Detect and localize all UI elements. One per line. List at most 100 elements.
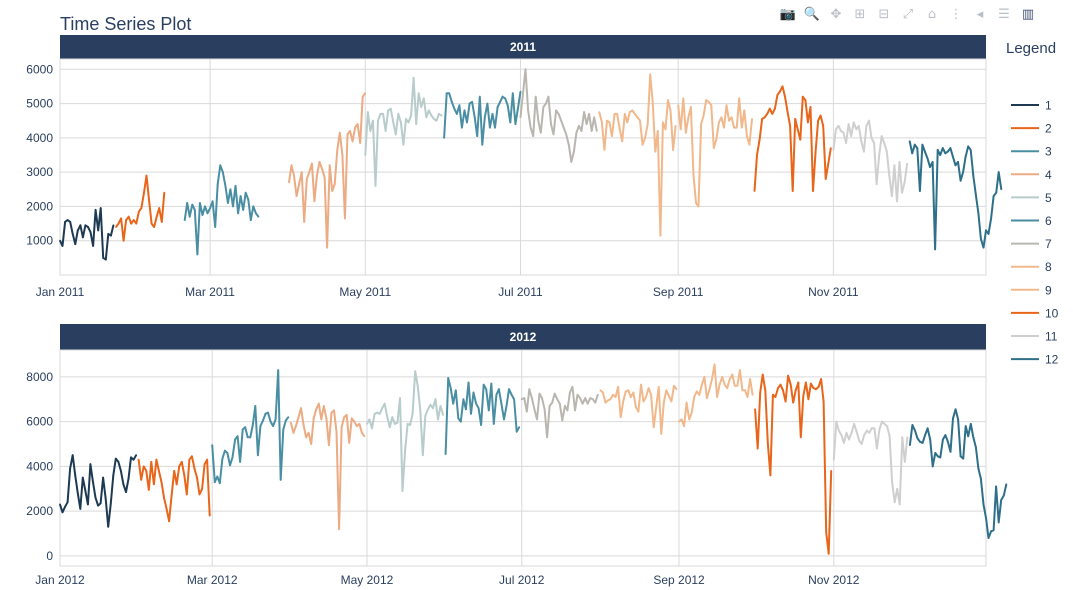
data-point (361, 431, 363, 434)
data-point (449, 387, 452, 389)
data-point (649, 73, 652, 76)
data-point (468, 102, 471, 105)
legend-item-9[interactable]: 9 (1011, 283, 1052, 297)
data-point (759, 391, 762, 394)
data-point (690, 411, 693, 414)
data-point (929, 166, 931, 168)
data-point (975, 446, 977, 449)
data-point (242, 209, 245, 211)
data-point (764, 389, 767, 392)
data-point (543, 408, 546, 411)
data-point (614, 396, 617, 398)
data-point (711, 378, 713, 380)
series-8 (599, 383, 678, 435)
data-point (802, 395, 805, 397)
data-point (165, 508, 168, 510)
data-point (140, 207, 143, 210)
data-point (632, 391, 635, 394)
spike-lines-icon[interactable]: ⋮ (949, 6, 963, 22)
legend-label: 7 (1045, 237, 1052, 251)
data-point (201, 487, 204, 490)
data-point (66, 219, 69, 222)
data-point (585, 123, 588, 125)
data-point (115, 226, 117, 228)
data-point (911, 424, 914, 426)
data-point (255, 212, 257, 215)
data-point (883, 142, 886, 144)
data-point (743, 109, 746, 112)
data-point (452, 402, 455, 405)
data-point (883, 423, 886, 425)
data-point (985, 229, 987, 232)
zoom-icon[interactable]: 🔍 (803, 6, 821, 22)
data-point (575, 131, 578, 134)
data-point (383, 402, 386, 405)
series-line-7 (519, 68, 598, 163)
legend-item-3[interactable]: 3 (1011, 145, 1052, 159)
data-point (672, 149, 674, 151)
data-point (69, 467, 71, 470)
zoom-out-icon[interactable]: ⊟ (878, 6, 890, 22)
data-point (409, 424, 411, 426)
data-point (325, 417, 328, 420)
data-point (825, 531, 828, 534)
data-point (840, 434, 843, 436)
data-point (865, 429, 868, 432)
data-point (692, 173, 695, 175)
data-point (71, 454, 74, 457)
camera-icon[interactable]: 📷 (779, 6, 797, 22)
data-point (531, 397, 533, 399)
data-point (697, 205, 700, 208)
series-5 (364, 76, 443, 187)
legend-item-11[interactable]: 11 (1011, 330, 1058, 344)
data-point (636, 116, 639, 119)
data-point (234, 185, 237, 187)
hover-closest-icon[interactable]: ◂ (976, 6, 984, 22)
pan-icon[interactable]: ✥ (830, 6, 842, 22)
data-point (185, 493, 188, 496)
data-point (675, 388, 678, 391)
data-point (919, 190, 921, 192)
data-point (645, 396, 647, 398)
data-point (564, 405, 566, 407)
reset-axes-icon[interactable]: ⌂ (927, 6, 937, 22)
chart-title: Time Series Plot (60, 14, 192, 34)
series-11 (832, 119, 909, 203)
data-point (523, 397, 526, 399)
data-point (591, 398, 594, 401)
legend-item-5[interactable]: 5 (1011, 191, 1052, 205)
legend-item-12[interactable]: 12 (1011, 353, 1059, 367)
data-point (913, 143, 916, 146)
data-point (685, 401, 688, 404)
data-point (898, 503, 901, 506)
data-point (903, 461, 906, 463)
data-point (125, 491, 127, 493)
data-point (333, 409, 335, 412)
data-point (432, 407, 434, 410)
data-point (525, 410, 528, 413)
data-point (328, 164, 331, 167)
legend-item-10[interactable]: 10 (1011, 306, 1059, 320)
legend-item-1[interactable]: 1 (1011, 99, 1052, 113)
data-point (723, 126, 725, 129)
hover-compare-icon[interactable]: ☰ (998, 6, 1010, 22)
legend-item-7[interactable]: 7 (1011, 237, 1052, 251)
zoom-in-icon[interactable]: ⊞ (854, 6, 866, 22)
legend-item-6[interactable]: 6 (1011, 214, 1052, 228)
legend-item-2[interactable]: 2 (1011, 122, 1052, 136)
legend-label: 2 (1045, 122, 1052, 136)
data-point (706, 397, 708, 399)
legend-item-8[interactable]: 8 (1011, 260, 1052, 274)
plotly-logo-icon[interactable]: ▥ (1021, 6, 1035, 22)
data-point (670, 400, 673, 403)
data-point (107, 525, 110, 528)
autoscale-icon[interactable]: ⤢ (902, 6, 914, 22)
series-7 (519, 68, 598, 163)
legend-label: 11 (1045, 330, 1058, 344)
data-point (532, 135, 535, 138)
data-point (350, 417, 353, 420)
legend-item-4[interactable]: 4 (1011, 168, 1052, 182)
data-point (71, 233, 74, 235)
data-point (354, 126, 356, 129)
data-point (728, 378, 731, 380)
